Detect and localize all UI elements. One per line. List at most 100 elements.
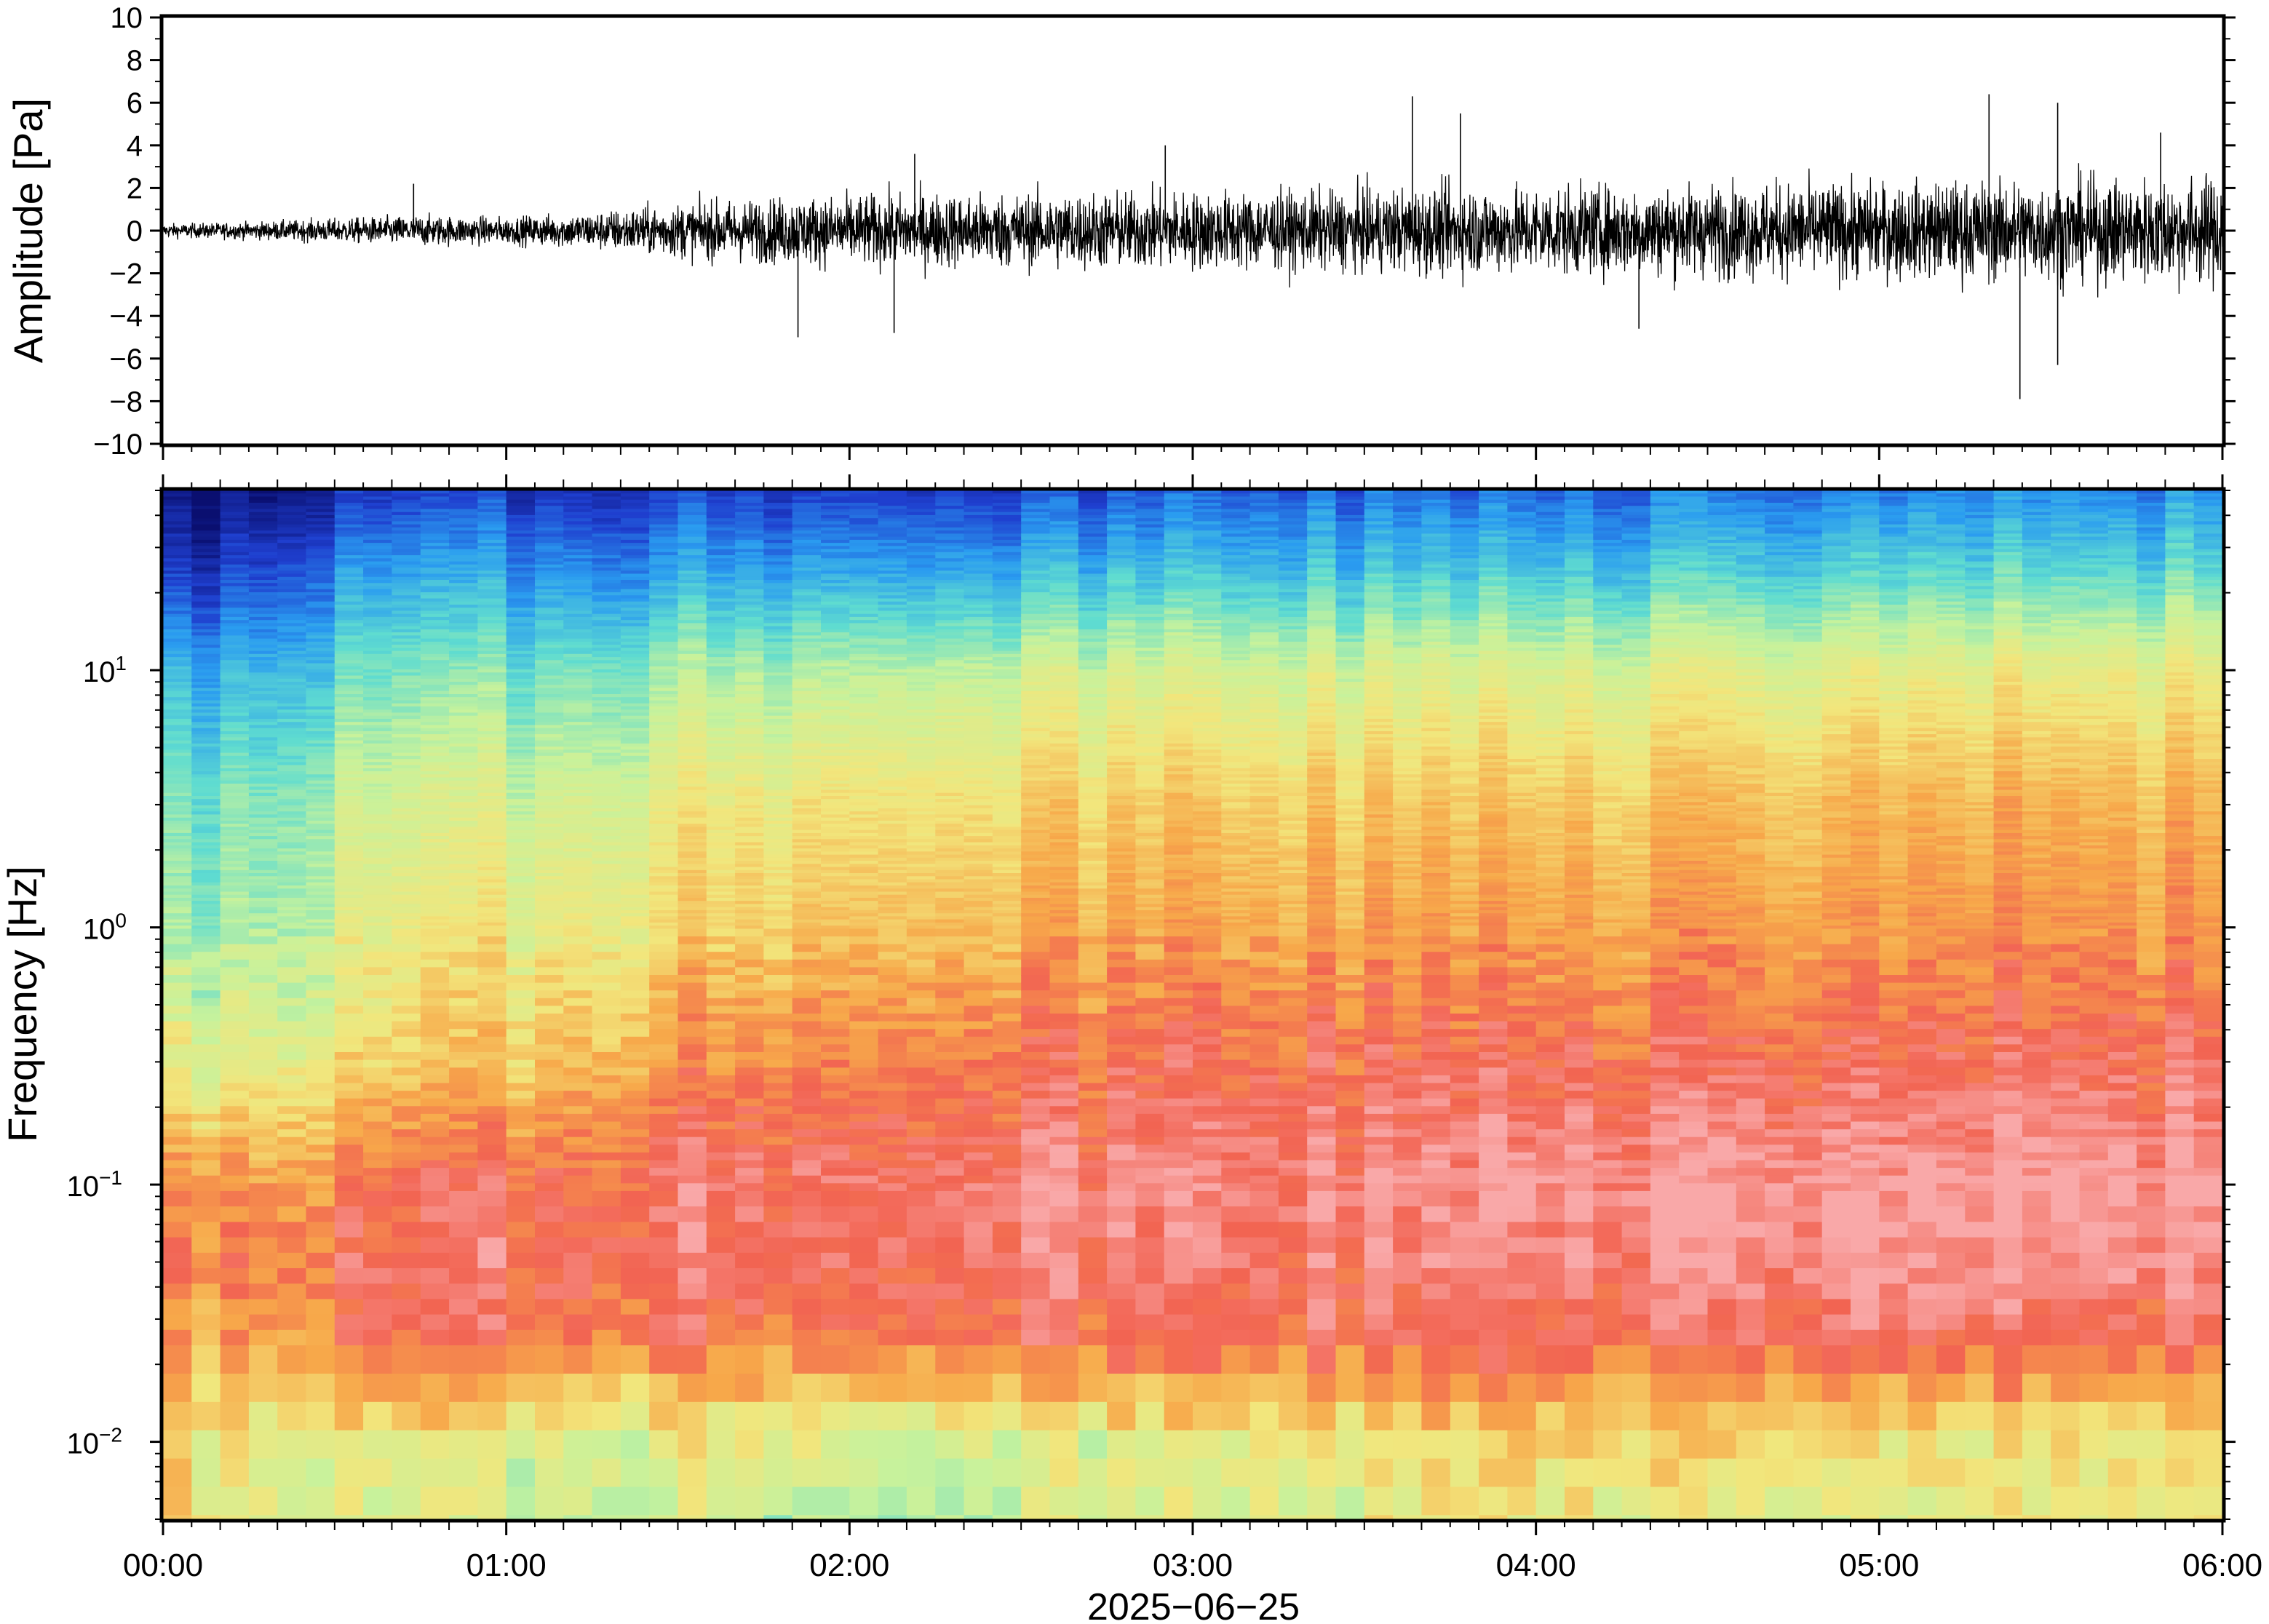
spectrogram-cell [163,493,193,498]
spectrogram-cell [306,576,335,581]
spectrogram-cell [277,678,307,682]
spectrogram-cell [878,521,907,525]
spectrogram-cell [563,703,593,707]
spectrogram-cell [277,771,307,775]
spectrogram-cell [277,952,307,960]
spectrogram-cell [763,774,793,779]
spectrogram-cell [248,648,278,652]
spectrogram-cell [220,907,250,911]
spectrogram-cell [477,765,507,769]
spectrogram-cell [363,1345,393,1374]
spectrogram-cell [506,1486,536,1516]
spectrogram-cell [306,885,335,889]
spectrogram-cell [477,666,507,670]
spectrogram-cell [248,771,278,775]
spectrogram-cell [506,722,536,726]
spectrogram-cell [620,743,650,747]
spectrogram-cell [535,725,565,729]
spectrogram-cell [620,1006,650,1014]
spectrogram-cell [220,876,250,880]
spectrogram-cell [735,864,765,868]
spectrogram-cell [220,583,250,587]
spectrogram-cell [792,635,822,640]
spectrogram-cell [506,601,536,605]
spectrogram-cell [363,645,393,649]
spectrogram-cell [306,709,335,714]
spectrogram-cell [363,851,393,856]
spectrogram-cell [649,626,679,630]
spectrogram-cell [277,506,307,510]
spectrogram-cell [763,715,793,720]
spectrogram-cell [334,561,364,565]
spectrogram-cell [420,1190,450,1207]
spectrogram-cell [763,706,793,710]
spectrogram-cell [649,796,679,800]
spectrogram-cell [849,598,879,602]
spectrogram-cell [649,629,679,633]
spectrogram-cell [220,867,250,871]
spectrogram-cell [163,780,193,784]
spectrogram-cell [821,1168,851,1177]
spectrogram-cell [677,876,707,880]
spectrogram-cell [191,1098,221,1107]
spectrogram-cell [191,583,221,587]
spectrogram-cell [706,1401,736,1431]
spectrogram-cell [163,725,193,729]
spectrogram-cell [506,555,536,560]
spectrogram-cell [363,827,393,831]
spectrogram-cell [649,848,679,853]
spectrogram-cell [220,1190,250,1207]
spectrogram-cell [677,512,707,516]
spectrogram-cell [535,839,565,843]
spectrogram-cell [792,663,822,667]
spectrogram-cell [248,928,278,937]
spectrogram-cell [792,1106,822,1115]
spectrogram-cell [821,530,851,535]
spectrogram-cell [592,1190,621,1207]
spectrogram-cell [506,694,536,698]
spectrogram-cell [849,1299,879,1315]
spectrogram-cell [735,700,765,704]
spectrogram-cell [821,666,851,670]
spectrogram-cell [620,648,650,652]
spectrogram-cell [477,1121,507,1130]
spectrogram-cell [506,1029,536,1038]
spectrogram-cell [821,1175,851,1185]
spectrogram-cell [735,1059,765,1068]
spectrogram-cell [392,789,421,794]
spectrogram-cell [248,728,278,732]
spectrogram-cell [535,493,565,498]
spectrogram-cell [649,530,679,535]
spectrogram-cell [706,851,736,856]
spectrogram-cell [792,533,822,538]
spectrogram-cell [677,998,707,1007]
spectrogram-cell [563,718,593,723]
spectrogram-cell [620,827,650,831]
spectrogram-cell [191,506,221,510]
spectrogram-cell [191,595,221,600]
spectrogram-cell [649,506,679,510]
spectrogram-cell [563,894,593,899]
spectrogram-cell [449,688,479,692]
spectrogram-cell [420,752,450,757]
spectrogram-cell [535,805,565,809]
spectrogram-cell [277,1014,307,1022]
spectrogram-cell [563,1059,593,1068]
spectrogram-cell [363,975,393,984]
spectrogram-cell [477,990,507,999]
spectrogram-cell [735,916,765,920]
spectrogram-cell [563,527,593,531]
spectrogram-cell [191,857,221,861]
spectrogram-cell [763,1091,793,1099]
spectrogram-cell [792,490,822,494]
spectrogram-cell [620,641,650,645]
spectrogram-cell [363,1252,393,1269]
spectrogram-cell [706,928,736,937]
spectrogram-cell [563,549,593,553]
spectrogram-cell [477,864,507,868]
spectrogram-cell [535,869,565,874]
spectrogram-cell [363,873,393,877]
spectrogram-cell [363,967,393,976]
spectrogram-cell [592,712,621,717]
spectrogram-cell [821,697,851,701]
